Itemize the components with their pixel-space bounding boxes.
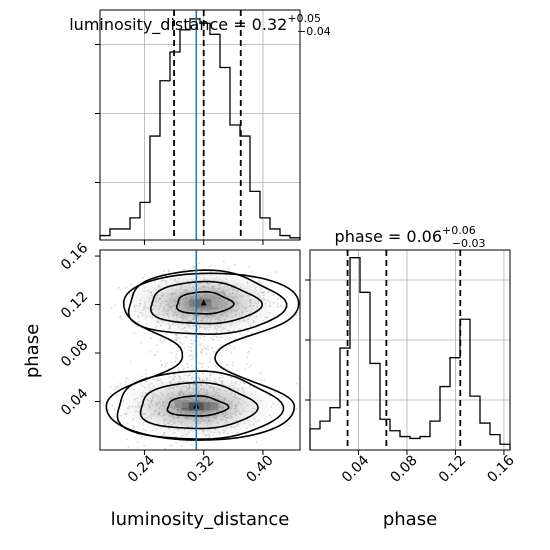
panel-title-phase: phase = 0.06+0.06 −0.03 [335,224,486,250]
y-tick-label: 0.08 [58,337,91,370]
histogram-panel-phase: 0.04 0.08 0.12 0.16 phase = 0.06+0.06 −0.03 … [305,224,518,530]
mode-marker [200,299,207,306]
x-axis-title-luminosity-distance: luminosity_distance [111,509,290,530]
contour-line [166,395,230,417]
density-cell [204,301,219,310]
y-tick-label: 0.16 [58,240,91,273]
density-cell [196,402,211,411]
panel-title-luminosity-distance: luminosity_distance = 0.32+0.05 −0.04 [69,12,331,38]
contour-line [139,381,259,430]
x-tick-label: 0.32 [184,452,217,485]
density-cell [174,399,189,408]
y-tick-label: 0.04 [58,385,91,418]
y-tick-label: 0.12 [58,289,91,322]
density-cell [211,299,226,308]
histogram-luminosity-distance [99,18,301,240]
x-tick-label: 0.40 [243,452,276,485]
x-tick-label: 0.04 [339,452,372,485]
x-axis-title-phase: phase [383,509,437,530]
density-cell [204,402,219,411]
contour-line [175,291,235,315]
histogram-phase [309,257,511,450]
x-tick-label: 0.24 [125,452,158,485]
contour-line [116,370,285,440]
density-contours [105,269,300,441]
density-panel: 0.04 0.08 0.12 0.16 0.24 0.32 0.40 phase lumi… [22,240,301,530]
contour-line [105,272,300,441]
density-cell [181,402,196,411]
y-axis-title: phase [22,324,43,378]
x-tick-label: 0.16 [484,452,517,485]
contour-line [149,280,263,325]
x-tick-label: 0.08 [387,452,420,485]
histogram-panel-luminosity-distance: luminosity_distance = 0.32+0.05 −0.04 [69,9,331,245]
x-tick-label: 0.12 [436,452,469,485]
contour-line [127,269,288,336]
